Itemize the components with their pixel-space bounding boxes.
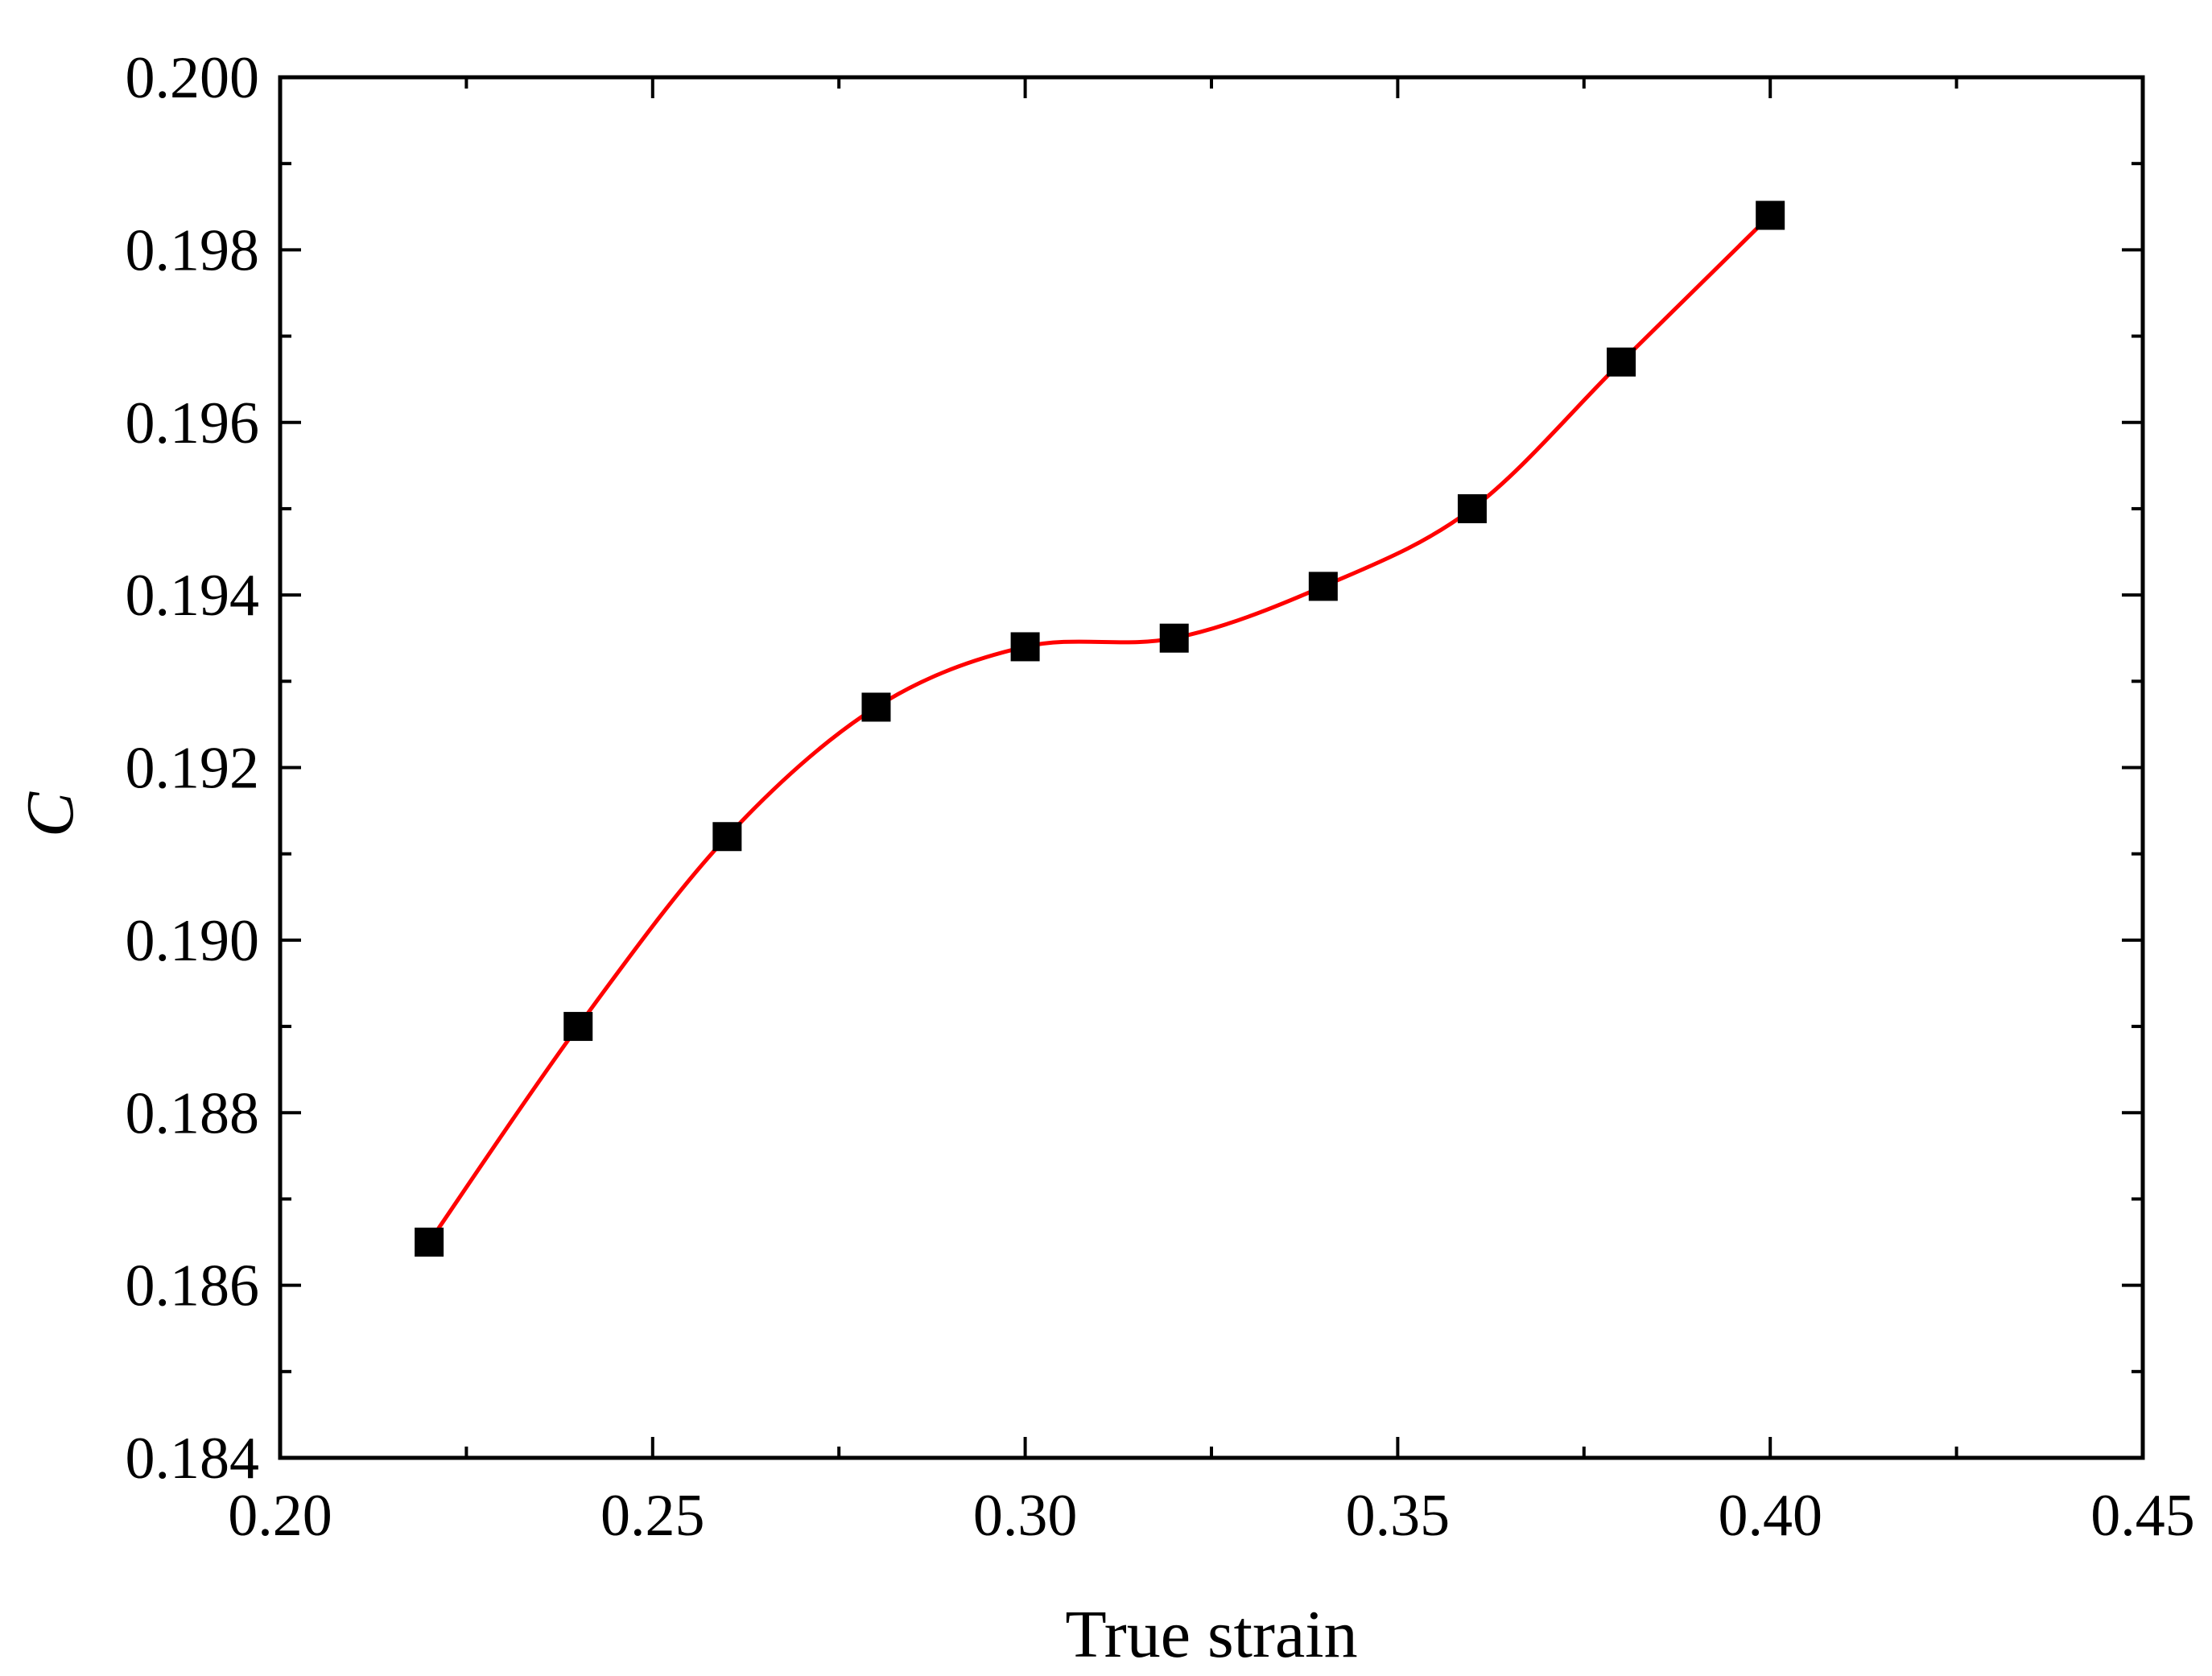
fit-curve-layer xyxy=(427,213,1772,1245)
data-point-marker xyxy=(1010,632,1040,662)
y-tick-label: 0.194 xyxy=(126,563,260,629)
y-tick-label: 0.196 xyxy=(126,390,260,456)
data-point-marker xyxy=(1457,493,1487,523)
data-point-marker xyxy=(1308,572,1338,601)
y-axis-title: C xyxy=(13,791,88,837)
data-point-marker xyxy=(415,1228,444,1257)
tick-labels: 0.20 0.25 0.30 0.35 0.40 0.45 0.184 0.186 0.188 0… xyxy=(126,45,2195,1549)
x-tick-label: 0.40 xyxy=(1718,1483,1822,1549)
fit-curve xyxy=(427,213,1772,1245)
y-tick-label: 0.198 xyxy=(126,217,260,283)
data-point-marker xyxy=(861,692,891,722)
x-tick-label: 0.35 xyxy=(1346,1483,1451,1549)
data-markers xyxy=(415,200,1785,1257)
x-axis-title: True strain xyxy=(1065,1597,1357,1672)
y-tick-label: 0.184 xyxy=(126,1426,260,1492)
y-tick-label: 0.188 xyxy=(126,1080,260,1146)
x-tick-label: 0.25 xyxy=(600,1483,705,1549)
y-tick-label: 0.190 xyxy=(126,908,260,974)
x-tick-label: 0.45 xyxy=(2090,1483,2195,1549)
data-point-marker xyxy=(1607,347,1636,377)
y-tick-label: 0.192 xyxy=(126,736,260,802)
y-tick-label: 0.200 xyxy=(126,45,260,111)
data-point-marker xyxy=(1756,200,1785,230)
y-tick-label: 0.186 xyxy=(126,1253,260,1319)
x-tick-label: 0.30 xyxy=(973,1483,1078,1549)
plot-frame xyxy=(278,75,2145,1460)
data-point-marker xyxy=(712,822,742,852)
data-point-marker xyxy=(1159,623,1189,653)
x-tick-label: 0.20 xyxy=(228,1483,332,1549)
data-point-marker xyxy=(563,1012,593,1042)
